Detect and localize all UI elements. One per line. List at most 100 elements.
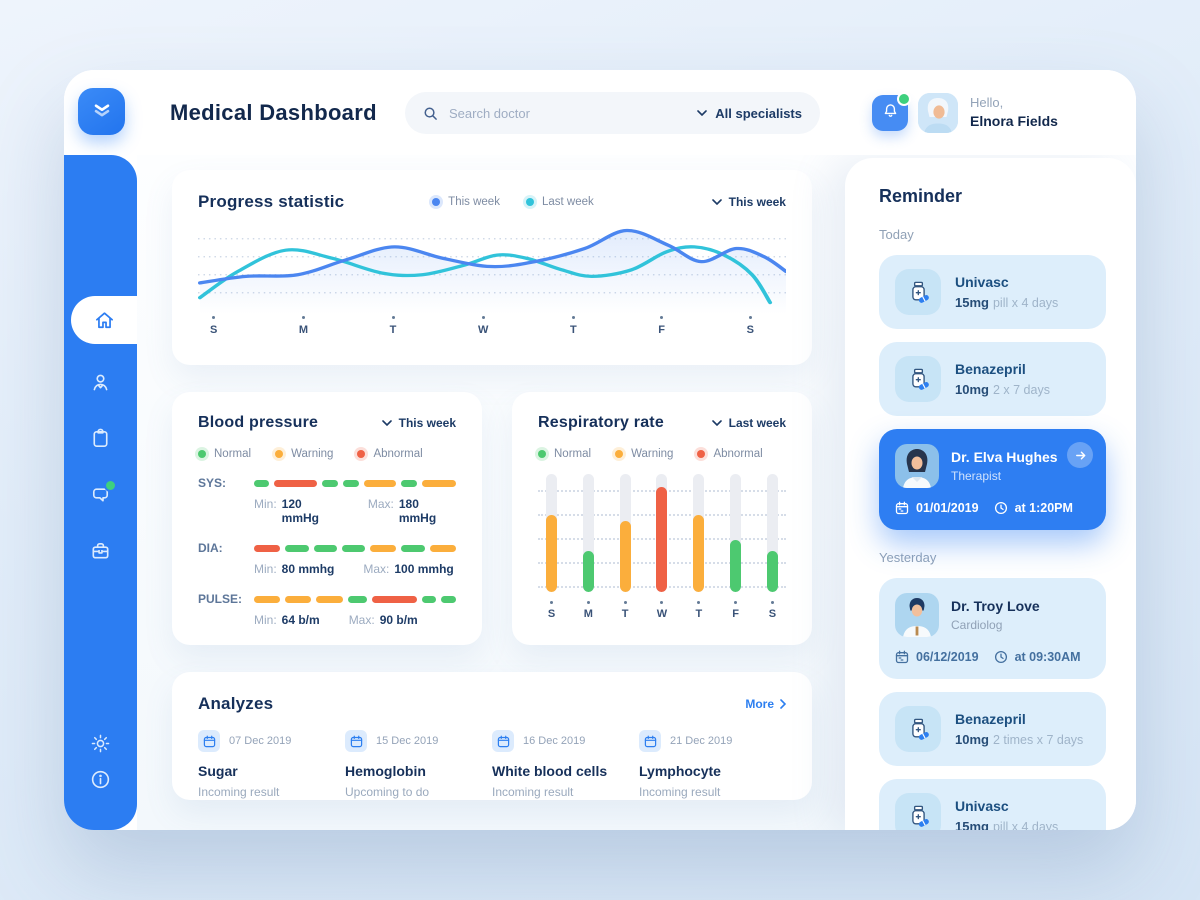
specialists-dropdown-label: All specialists: [715, 105, 802, 121]
legend-dot: [697, 450, 706, 458]
search-bar[interactable]: Search doctor All specialists: [405, 92, 820, 134]
sidebar-item-settings[interactable]: [64, 731, 137, 755]
bp-range-label: This week: [398, 416, 456, 430]
axis-label: F: [732, 608, 739, 620]
resp-range-dropdown[interactable]: Last week: [711, 416, 786, 430]
bp-bar: [254, 479, 456, 487]
sidebar-item-info[interactable]: [64, 767, 137, 791]
bp-title: Blood pressure: [198, 414, 319, 431]
analysis-item[interactable]: 21 Dec 2019 Lymphocyte Incoming result: [639, 730, 786, 799]
axis-label: S: [210, 324, 218, 336]
analysis-name: Hemoglobin: [345, 763, 426, 779]
sidebar-item-chat[interactable]: [64, 466, 137, 522]
area-fill: [199, 230, 786, 314]
axis-label: T: [621, 608, 629, 620]
chevron-down-icon: [381, 420, 392, 426]
legend-dot: [198, 450, 206, 458]
analysis-name: White blood cells: [492, 763, 608, 779]
legend-item: Abnormal: [697, 448, 763, 460]
sidebar-item-home[interactable]: [71, 296, 137, 344]
calendar-icon: [895, 650, 909, 664]
specialists-dropdown[interactable]: All specialists: [697, 106, 802, 121]
axis-tick: M: [299, 316, 308, 336]
resp-bar-track: [546, 474, 557, 592]
bp-max-label: Max:: [367, 497, 394, 511]
analyzes-title: Analyzes: [198, 694, 274, 713]
analyzes-card: Analyzes More 07 Dec 2019 Sugar Incoming…: [172, 672, 812, 800]
axis-dot: [660, 316, 664, 319]
progress-statistic-card: Progress statistic This week Last week T…: [172, 170, 812, 365]
medication-card[interactable]: Univasc 15mg pill x 4 days: [879, 255, 1106, 329]
resp-bar-fill: [546, 515, 557, 592]
axis-label: M: [583, 608, 593, 620]
bp-range-dropdown[interactable]: This week: [381, 416, 456, 430]
sidebar-item-archive[interactable]: [64, 522, 137, 578]
resp-bar-fill: [582, 550, 594, 592]
resp-bar-fill: [730, 540, 742, 592]
resp-bar-fill: [619, 521, 631, 592]
axis-tick: T: [390, 316, 396, 336]
more-link[interactable]: More: [745, 697, 786, 711]
axis-label: S: [547, 608, 556, 620]
bp-rows: SYS: Min: 120 mmHg Max: 180 mmHg DIA: Min:…: [198, 476, 457, 627]
reminder-section-label: Today: [879, 227, 914, 242]
notifications-button[interactable]: [872, 92, 911, 131]
legend-label: Warning: [291, 448, 334, 460]
calendar-icon: [345, 730, 367, 752]
appointment-card[interactable]: Dr. Troy Love Cardiolog 06/12/2019 at 09…: [879, 578, 1106, 679]
bp-segment: [316, 595, 343, 603]
analysis-item[interactable]: 07 Dec 2019 Sugar Incoming result: [198, 730, 345, 799]
sidebar-item-clipboard[interactable]: [64, 410, 137, 466]
resp-bar-track: [656, 474, 668, 592]
medication-card[interactable]: Benazepril 10mg 2 times x 7 days: [879, 692, 1106, 766]
analysis-status: Upcoming to do: [345, 785, 430, 799]
app-window: Medical Dashboard Search doctor All spec…: [64, 70, 1136, 830]
medication-dose: 10mg: [955, 732, 989, 747]
axis-label: S: [768, 608, 777, 620]
axis-dot: [481, 316, 485, 319]
appointment-card[interactable]: Dr. Elva Hughes Therapist 01/01/2019 at …: [879, 429, 1106, 530]
axis-dot: [748, 316, 752, 319]
sidebar-item-doctor[interactable]: [64, 354, 137, 410]
clock-icon: [994, 501, 1008, 515]
medication-schedule: pill x 4 days: [992, 296, 1059, 310]
medicine-bottle-icon: [895, 793, 941, 830]
legend-item: Last week: [525, 196, 594, 208]
user-avatar[interactable]: [918, 93, 958, 133]
open-appointment-button[interactable]: [1067, 442, 1093, 468]
bp-segment: [364, 479, 397, 487]
axis-label: T: [695, 608, 703, 620]
axis-dot: [660, 601, 664, 604]
bp-row: SYS: Min: 120 mmHg Max: 180 mmHg: [198, 476, 456, 525]
bp-segment: [313, 544, 337, 552]
user-greeting: Hello, Elnora Fields: [970, 96, 1058, 128]
bp-row-label: SYS:: [198, 476, 227, 490]
resp-bar: S: [546, 474, 557, 620]
bp-bar: [254, 595, 456, 603]
axis-dot: [623, 601, 627, 604]
resp-bar-track: [766, 474, 778, 592]
search-placeholder: Search doctor: [449, 105, 530, 121]
bp-segment: [370, 544, 397, 552]
app-logo[interactable]: [78, 88, 125, 135]
progress-range-dropdown[interactable]: This week: [711, 195, 786, 209]
resp-bar-track: [693, 474, 705, 592]
medication-card[interactable]: Univasc 15mg pill x 4 days: [879, 779, 1106, 830]
resp-title: Respiratory rate: [538, 414, 664, 431]
unread-badge: [104, 479, 117, 492]
medicine-bottle-icon: [895, 269, 941, 315]
medication-card[interactable]: Benazepril 10mg 2 x 7 days: [879, 342, 1106, 416]
analysis-item[interactable]: 16 Dec 2019 White blood cells Incoming r…: [492, 730, 639, 799]
archive-icon: [89, 539, 112, 562]
axis-label: T: [569, 324, 577, 336]
user-name: Elnora Fields: [970, 113, 1058, 129]
resp-bar: W: [656, 474, 668, 620]
medication-name: Univasc: [955, 274, 1009, 290]
analysis-item[interactable]: 15 Dec 2019 Hemoglobin Upcoming to do: [345, 730, 492, 799]
appointment-time: at 1:20PM: [1014, 501, 1073, 515]
appointment-meta: 06/12/2019 at 09:30AM: [895, 650, 1090, 664]
chevron-down-icon: [711, 420, 722, 426]
bp-row: DIA: Min: 80 mmhg Max: 100 mmhg: [198, 541, 457, 576]
medication-schedule: 2 times x 7 days: [992, 733, 1084, 747]
